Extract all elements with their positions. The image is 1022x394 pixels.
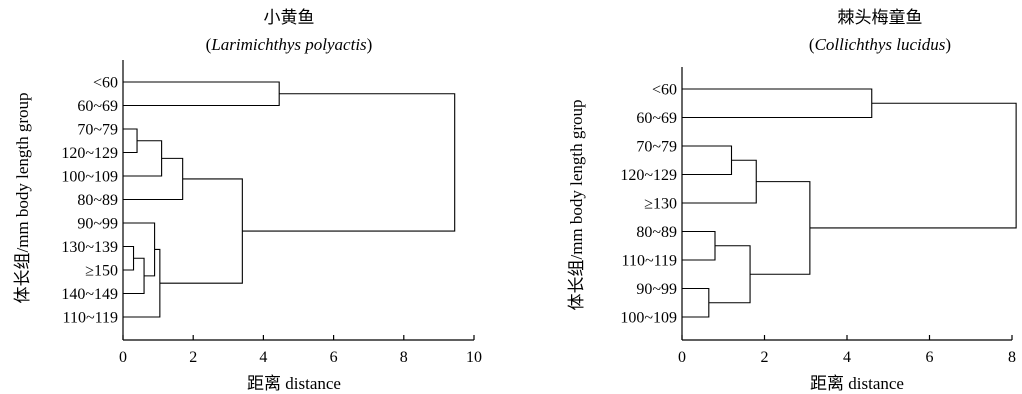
dendrogram-link: [123, 157, 184, 201]
dendrogram-link: [159, 178, 243, 284]
chart-larimichthys: 小黄鱼 (Larimichthys polyactis) 距离 distance…: [13, 8, 482, 393]
leaf-label: ≥130: [644, 196, 677, 213]
dendrogram-link: [123, 128, 138, 154]
leaf-label: 60~69: [77, 98, 118, 115]
x-tick-label: 2: [189, 349, 197, 366]
leaf-label: 140~149: [61, 286, 118, 303]
leaf-label: ≥150: [85, 263, 118, 280]
dendrogram-link: [123, 140, 163, 177]
dendrogram-marks: <60 60~69 70~79 120~129 ≥130 80~89 110~119 90~9…: [620, 67, 1017, 366]
dendrogram-link: [750, 181, 811, 275]
x-axis-label: 距离 distance: [810, 374, 904, 393]
leaf-label: 90~99: [77, 216, 118, 233]
x-tick-label: 8: [400, 349, 408, 366]
leaf-label: <60: [652, 82, 677, 99]
dendrogram-link: [123, 81, 280, 107]
leaf-label: 120~129: [620, 167, 677, 184]
x-tick-label: 6: [330, 349, 338, 366]
dendrogram-marks: <60 60~69 70~79 120~129 100~109 80~89 90~99 130…: [61, 60, 482, 366]
leaf-label: 100~109: [620, 310, 677, 327]
x-tick-label: 6: [926, 349, 934, 366]
dendrogram-link: [682, 159, 757, 204]
dendrogram-link: [242, 93, 456, 232]
y-axis-label: 体长组/mm body length group: [567, 99, 586, 310]
x-tick-label: 0: [678, 349, 686, 366]
chart-subtitle: (Larimichthys polyactis): [206, 35, 373, 54]
dendrogram-link: [682, 230, 716, 261]
leaf-label: 110~119: [63, 310, 118, 327]
x-tick-label: 4: [843, 349, 851, 366]
leaf-label: 80~89: [77, 192, 118, 209]
x-tick-label: 8: [1008, 349, 1016, 366]
dendrogram-link: [682, 287, 710, 318]
chart-subtitle: (Collichthys lucidus): [809, 35, 951, 54]
dendrogram-link: [682, 145, 733, 176]
leaf-label: 70~79: [77, 122, 118, 139]
leaf-label: 130~139: [61, 239, 118, 256]
dendrogram-link: [682, 88, 873, 119]
y-axis-label: 体长组/mm body length group: [13, 92, 32, 303]
leaf-label: 120~129: [61, 145, 118, 162]
x-tick-label: 4: [259, 349, 267, 366]
leaf-label: 80~89: [636, 224, 677, 241]
dendrogram-link: [123, 245, 135, 271]
x-tick-label: 2: [761, 349, 769, 366]
x-axis-label: 距离 distance: [247, 374, 341, 393]
leaf-label: 70~79: [636, 139, 677, 156]
dendrogram-link: [123, 222, 156, 277]
x-tick-label: 0: [119, 349, 127, 366]
dendrogram-link: [809, 102, 1017, 229]
chart-title: 小黄鱼: [264, 8, 315, 27]
x-tick-label: 10: [466, 349, 482, 366]
leaf-label: 90~99: [636, 281, 677, 298]
chart-collichthys: 棘头梅童鱼 (Collichthys lucidus) 距离 distance …: [567, 8, 1017, 393]
leaf-label: 110~119: [622, 253, 677, 270]
chart-title: 棘头梅童鱼: [838, 8, 923, 27]
leaf-label: <60: [93, 75, 118, 92]
leaf-label: 60~69: [636, 110, 677, 127]
leaf-label: 100~109: [61, 169, 118, 186]
